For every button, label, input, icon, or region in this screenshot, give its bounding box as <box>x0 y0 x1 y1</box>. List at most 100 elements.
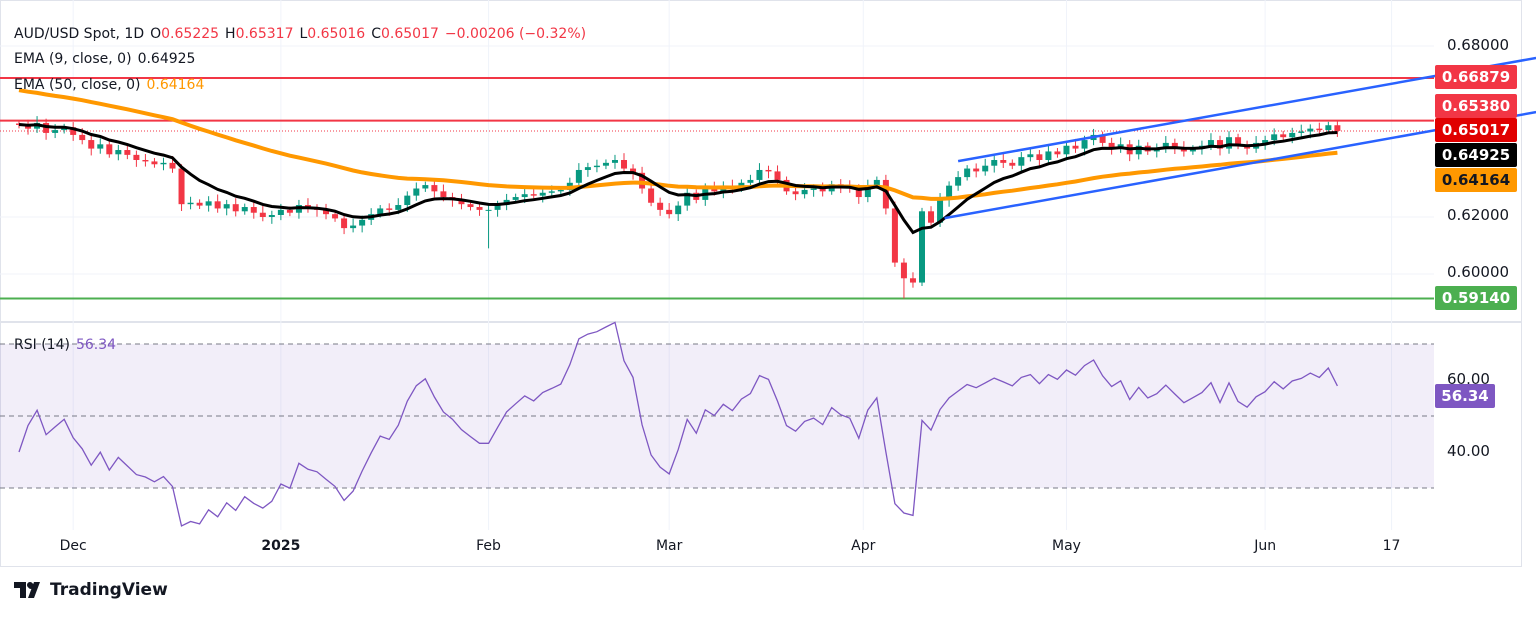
candle-body <box>214 201 221 209</box>
candle-body <box>1045 151 1052 160</box>
candle-body <box>395 205 402 210</box>
symbol-label: AUD/USD Spot, 1D <box>14 26 145 42</box>
candle-body <box>530 194 537 196</box>
candle-body <box>467 204 474 208</box>
candle-body <box>1063 145 1070 155</box>
candle-body <box>765 169 772 172</box>
candle-body <box>909 278 916 283</box>
candle-body <box>1135 145 1142 155</box>
candle-body <box>1325 125 1332 131</box>
candle-body <box>666 209 673 215</box>
candle-body <box>801 189 808 195</box>
time-tick-label: 17 <box>1382 538 1401 554</box>
candle-body <box>359 219 366 226</box>
change-value: −0.00206 (−0.32%) <box>444 26 587 42</box>
rsi-label: RSI (14) <box>14 337 70 353</box>
candle-body <box>593 165 600 168</box>
candle-body <box>286 209 293 213</box>
candle-body <box>1072 145 1079 149</box>
open-value: 0.65225 <box>161 26 220 42</box>
candle-body <box>973 168 980 172</box>
candle-body <box>341 218 348 229</box>
ema9-legend[interactable]: EMA (9, close, 0) 0.64925 <box>14 51 201 67</box>
candle-body <box>332 214 339 219</box>
ema9-value: 0.64925 <box>137 51 196 67</box>
high-label: H <box>225 26 236 42</box>
candle-body <box>259 212 266 217</box>
candle-body <box>946 185 953 200</box>
candle-body <box>70 127 77 135</box>
candle-body <box>937 199 944 223</box>
candle-body <box>413 188 420 196</box>
candle-body <box>250 207 257 213</box>
candle-body <box>630 168 637 173</box>
candle-body <box>810 188 817 190</box>
candle-body <box>774 171 781 180</box>
candle-body <box>1216 140 1223 149</box>
candle-body <box>557 189 564 192</box>
candle-body <box>928 211 935 223</box>
candle-body <box>1280 134 1287 138</box>
candle-body <box>1171 142 1178 148</box>
candle-body <box>955 177 962 186</box>
candle-body <box>548 191 555 193</box>
ema50-value: 0.64164 <box>146 77 205 93</box>
rsi-legend[interactable]: RSI (14) 56.34 <box>14 337 122 353</box>
candle-body <box>584 167 591 170</box>
time-tick-label: Jun <box>1254 538 1277 554</box>
candle-body <box>160 162 167 165</box>
candle-body <box>1108 142 1115 149</box>
candle-body <box>494 205 501 210</box>
candle-body <box>1226 137 1233 149</box>
candle-body <box>1018 157 1025 166</box>
candle-body <box>1298 131 1305 133</box>
resistance-tag: 0.66879 <box>1435 65 1517 89</box>
rsi-value: 56.34 <box>75 337 117 353</box>
candle-body <box>422 185 429 189</box>
candle-body <box>1027 154 1034 158</box>
candle-body <box>1271 134 1278 141</box>
tradingview-logo-icon <box>14 582 40 598</box>
candle-body <box>277 209 284 216</box>
time-tick-label: May <box>1051 538 1081 554</box>
candle-body <box>864 185 871 198</box>
candle-body <box>1316 128 1323 131</box>
support-tag: 0.59140 <box>1435 286 1517 310</box>
candle-body <box>404 195 411 206</box>
candle-body <box>386 208 393 210</box>
candle-body <box>1081 140 1088 149</box>
candle-body <box>512 197 519 200</box>
time-tick-label: 2025 <box>261 538 301 554</box>
candle-body <box>982 165 989 172</box>
candle-body <box>991 160 998 166</box>
candle-body <box>178 168 185 205</box>
candle-body <box>855 188 862 198</box>
candle-body <box>1000 160 1007 163</box>
rsi-tick: 60.00 <box>1447 370 1490 388</box>
candle-body <box>819 188 826 192</box>
candle-body <box>919 211 925 283</box>
candle-body <box>241 207 248 212</box>
ohlc-legend: AUD/USD Spot, 1D O0.65225 H0.65317 L0.65016… <box>14 26 592 42</box>
ema50-tag: 0.64164 <box>1435 168 1517 192</box>
candle-body <box>323 209 330 215</box>
candle-body <box>485 209 492 211</box>
candle-body <box>106 144 113 155</box>
price-tick: 0.60000 <box>1447 263 1510 281</box>
ema50-legend[interactable]: EMA (50, close, 0) 0.64164 <box>14 77 210 93</box>
candle-body <box>539 192 546 196</box>
candle-body <box>575 169 582 183</box>
time-tick-label: Apr <box>851 538 876 554</box>
rsi-tick: 40.00 <box>1447 442 1490 460</box>
candle-body <box>1262 140 1269 143</box>
tradingview-logo[interactable]: TradingView <box>14 580 168 600</box>
time-tick-label: Mar <box>655 538 683 554</box>
candle-body <box>223 204 230 209</box>
candle-body <box>873 179 880 186</box>
candle-body <box>16 123 22 125</box>
candle-body <box>1334 125 1341 131</box>
candle-body <box>458 199 465 205</box>
ema50-line <box>18 88 1338 201</box>
candle-body <box>747 179 754 183</box>
